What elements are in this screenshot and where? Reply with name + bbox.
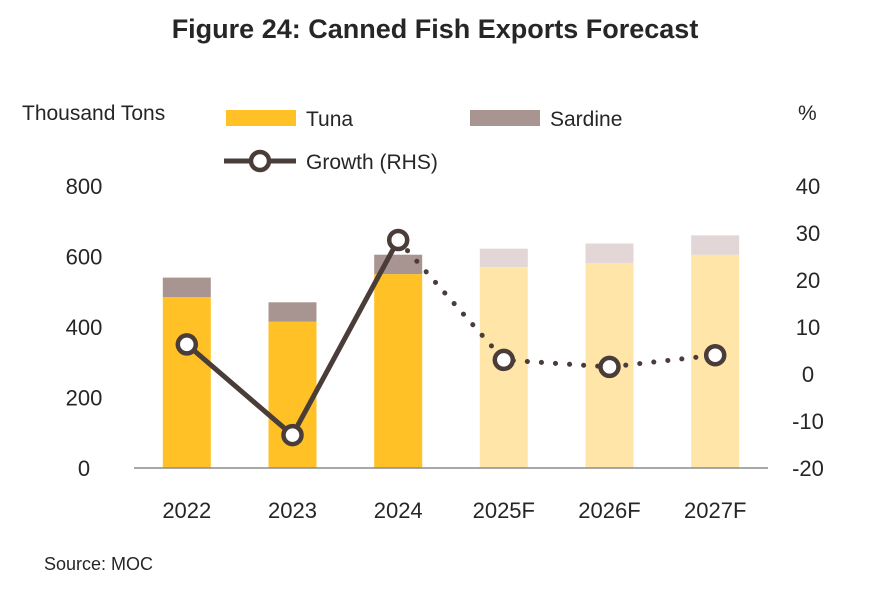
- chart-title: Figure 24: Canned Fish Exports Forecast: [171, 14, 699, 44]
- bar-sardine-2022: [162, 277, 211, 297]
- x-tick-label: 2023: [268, 498, 317, 523]
- legend-swatch-growth-marker: [248, 149, 272, 173]
- legend-swatch-sardine: [470, 110, 540, 126]
- bars-group: [162, 235, 740, 468]
- growth-point-2026f: [598, 355, 621, 379]
- x-tick-label: 2027F: [684, 498, 746, 523]
- growth-line-forecast: [395, 237, 718, 370]
- bar-tuna-2022: [162, 297, 211, 468]
- legend: Tuna Sardine Growth (RHS): [224, 108, 622, 174]
- legend-label-sardine: Sardine: [550, 108, 622, 131]
- growth-point-2024: [386, 228, 410, 252]
- growth-point-2022: [175, 333, 199, 356]
- y-right-tick-label: -20: [792, 456, 824, 481]
- y-left-tick-label: 400: [66, 315, 103, 340]
- growth-line-group: [175, 228, 727, 447]
- source-note: Source: MOC: [44, 554, 154, 574]
- x-tick-label: 2024: [374, 498, 423, 523]
- legend-swatch-tuna: [226, 110, 296, 126]
- bar-sardine-2023: [268, 302, 317, 322]
- bar-sardine-2027f: [691, 235, 740, 255]
- x-tick-label: 2025F: [473, 498, 535, 523]
- y-right-tick-label: 40: [796, 174, 820, 199]
- growth-point-2025f: [492, 348, 516, 372]
- legend-label-tuna: Tuna: [306, 108, 353, 131]
- y-axis-left-label: Thousand Tons: [22, 102, 166, 125]
- x-tick-label: 2026F: [578, 498, 640, 523]
- y-right-tick-label: 30: [796, 221, 820, 246]
- y-right-tick-label: 20: [796, 268, 820, 293]
- y-right-tick-label: 0: [802, 362, 814, 387]
- legend-label-growth: Growth (RHS): [306, 151, 438, 174]
- y-left-tick-label: 800: [66, 174, 103, 199]
- y-left-tick-label: 600: [66, 245, 103, 270]
- y-right-tick-label: -10: [792, 409, 824, 434]
- x-tick-label: 2022: [162, 498, 211, 523]
- y-axis-right-label: %: [798, 102, 817, 125]
- y-right-tick-label: 10: [796, 315, 820, 340]
- bar-sardine-2026f: [585, 243, 634, 263]
- y-left-tick-label: 200: [66, 386, 103, 411]
- growth-point-2023: [281, 423, 304, 447]
- bar-tuna-2024: [374, 274, 423, 468]
- axes-group: 2022 2023 2024 2025F 2026F 2027F0200400600800…: [66, 174, 824, 523]
- growth-point-2027f: [703, 343, 727, 367]
- bar-sardine-2025f: [479, 248, 528, 267]
- y-left-tick-label: 0: [78, 456, 90, 481]
